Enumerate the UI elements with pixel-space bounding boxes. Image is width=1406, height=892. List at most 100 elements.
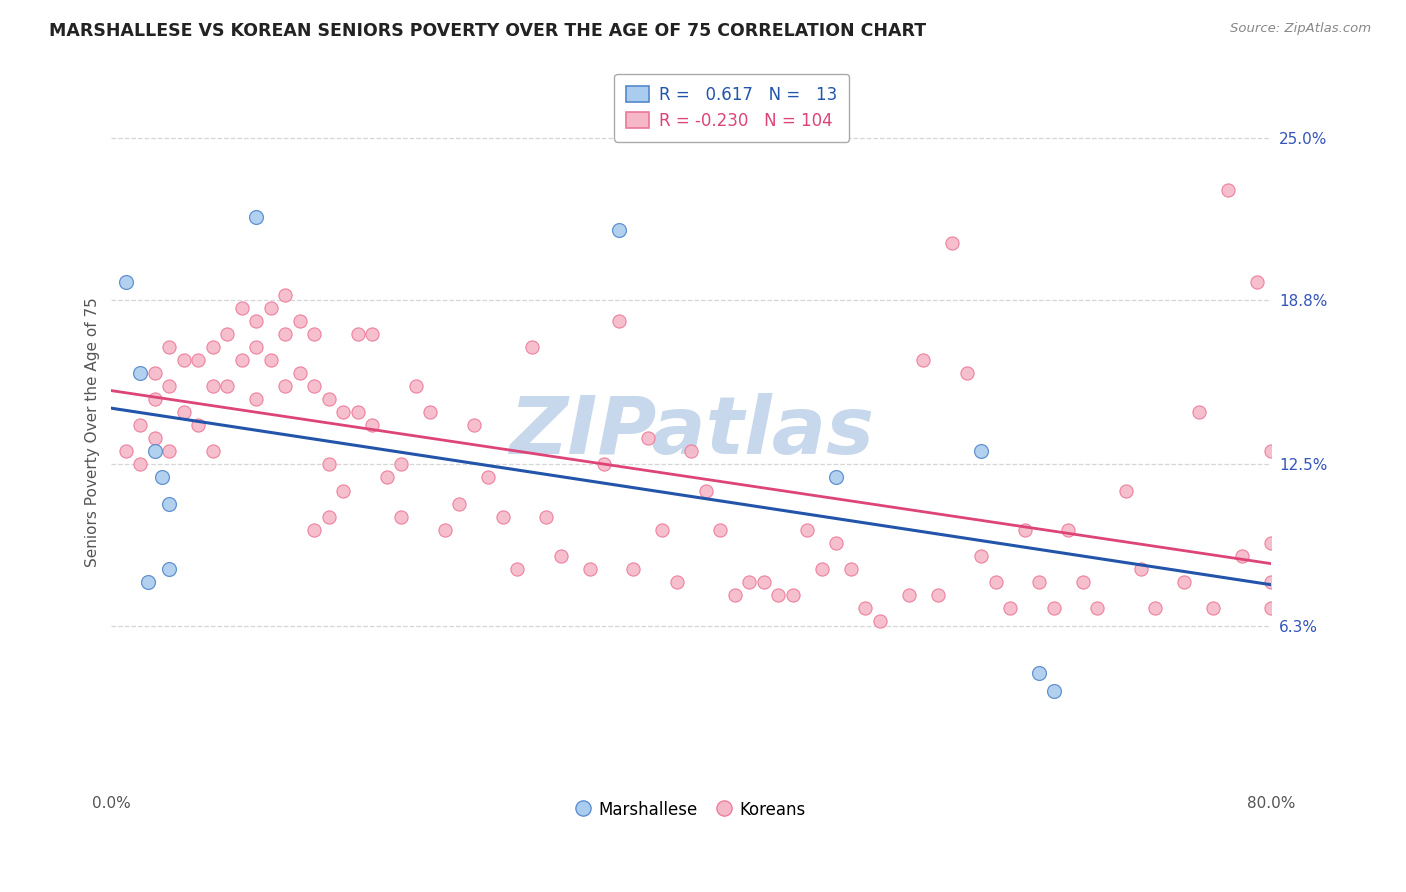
Point xyxy=(695,483,717,498)
Text: Source: ZipAtlas.com: Source: ZipAtlas.com xyxy=(1230,22,1371,36)
Point xyxy=(245,340,267,354)
Point xyxy=(1246,275,1268,289)
Point xyxy=(389,509,412,524)
Point xyxy=(665,574,688,589)
Point xyxy=(361,326,384,341)
Point xyxy=(288,314,311,328)
Point xyxy=(998,601,1021,615)
Point xyxy=(157,379,180,393)
Point xyxy=(1144,601,1167,615)
Point xyxy=(607,314,630,328)
Point xyxy=(1187,405,1209,419)
Point xyxy=(129,418,152,433)
Point xyxy=(173,353,195,368)
Point xyxy=(361,418,384,433)
Point xyxy=(853,601,876,615)
Point xyxy=(782,588,804,602)
Point xyxy=(433,523,456,537)
Point xyxy=(157,562,180,576)
Point xyxy=(752,574,775,589)
Legend: Marshallese, Koreans: Marshallese, Koreans xyxy=(571,794,813,825)
Point xyxy=(1260,601,1282,615)
Point xyxy=(318,392,340,407)
Point xyxy=(1129,562,1152,576)
Point xyxy=(912,353,935,368)
Point xyxy=(332,483,354,498)
Point xyxy=(1216,183,1239,197)
Point xyxy=(449,497,471,511)
Point xyxy=(463,418,485,433)
Point xyxy=(1042,601,1064,615)
Point xyxy=(839,562,862,576)
Point xyxy=(796,523,818,537)
Point xyxy=(347,405,370,419)
Point xyxy=(637,431,659,445)
Point xyxy=(825,470,848,484)
Point xyxy=(143,392,166,407)
Point xyxy=(506,562,529,576)
Point xyxy=(970,444,993,458)
Point xyxy=(143,431,166,445)
Point xyxy=(1071,574,1094,589)
Point xyxy=(129,366,152,380)
Point xyxy=(1014,523,1036,537)
Point xyxy=(738,574,761,589)
Point xyxy=(157,497,180,511)
Point xyxy=(405,379,427,393)
Point xyxy=(941,235,963,250)
Text: MARSHALLESE VS KOREAN SENIORS POVERTY OVER THE AGE OF 75 CORRELATION CHART: MARSHALLESE VS KOREAN SENIORS POVERTY OV… xyxy=(49,22,927,40)
Point xyxy=(1173,574,1195,589)
Point xyxy=(201,340,224,354)
Point xyxy=(318,458,340,472)
Point xyxy=(1028,574,1050,589)
Text: ZIPatlas: ZIPatlas xyxy=(509,392,873,471)
Point xyxy=(332,405,354,419)
Point xyxy=(607,222,630,236)
Point xyxy=(927,588,949,602)
Point xyxy=(136,574,159,589)
Point xyxy=(1202,601,1225,615)
Point xyxy=(150,470,173,484)
Point xyxy=(288,366,311,380)
Point xyxy=(245,314,267,328)
Point xyxy=(419,405,441,419)
Point xyxy=(550,549,572,563)
Point xyxy=(477,470,499,484)
Point xyxy=(217,326,239,341)
Point xyxy=(984,574,1007,589)
Point xyxy=(143,444,166,458)
Point xyxy=(897,588,920,602)
Point xyxy=(274,326,297,341)
Point xyxy=(621,562,644,576)
Point xyxy=(260,353,283,368)
Point xyxy=(810,562,832,576)
Point xyxy=(766,588,789,602)
Point xyxy=(825,535,848,549)
Point xyxy=(593,458,616,472)
Point xyxy=(115,444,138,458)
Point xyxy=(173,405,195,419)
Point xyxy=(347,326,370,341)
Point xyxy=(157,340,180,354)
Point xyxy=(1260,444,1282,458)
Point xyxy=(651,523,673,537)
Point xyxy=(187,353,209,368)
Point xyxy=(274,287,297,301)
Point xyxy=(1028,666,1050,681)
Point xyxy=(115,275,138,289)
Point xyxy=(217,379,239,393)
Point xyxy=(1115,483,1137,498)
Point xyxy=(143,366,166,380)
Point xyxy=(304,523,326,537)
Point xyxy=(245,392,267,407)
Point xyxy=(304,379,326,393)
Point xyxy=(157,444,180,458)
Point xyxy=(187,418,209,433)
Point xyxy=(318,509,340,524)
Point xyxy=(970,549,993,563)
Point xyxy=(245,210,267,224)
Point xyxy=(201,379,224,393)
Point xyxy=(1260,535,1282,549)
Point xyxy=(231,353,253,368)
Point xyxy=(1085,601,1108,615)
